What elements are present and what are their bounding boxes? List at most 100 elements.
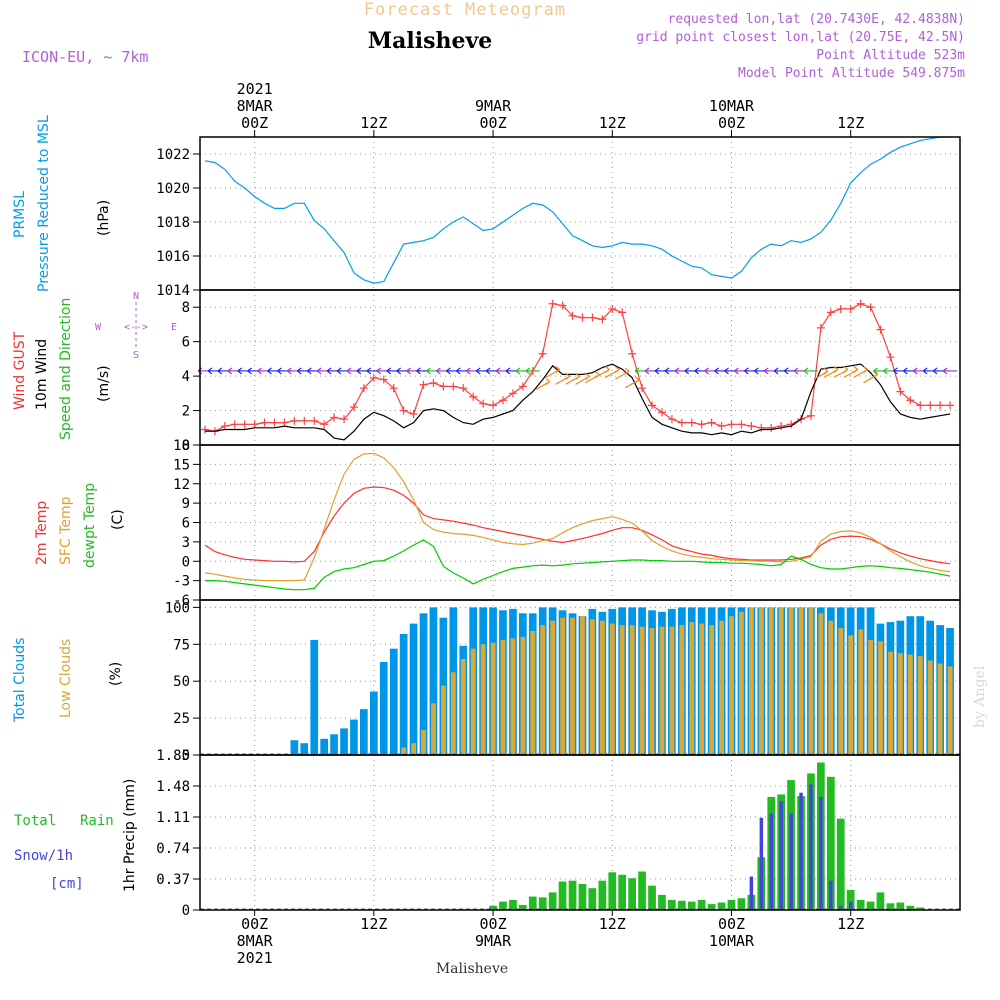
wind-gust-marker [866,303,875,312]
wind-gust-marker [439,382,448,391]
wind-ytick-label: 0 [182,438,190,454]
wind-gust-marker [727,420,736,429]
clouds-bar-0 [409,623,418,755]
clouds-bar-1 [699,623,705,755]
wind-direction-arrow [803,367,818,375]
precip-cm-label: [cm] [50,876,84,892]
top-time-label: 12Z [837,114,864,132]
clouds-bar-1 [739,611,744,755]
wind-gust-marker [946,401,955,410]
wind-gust-marker [757,423,766,432]
clouds-bar-1 [560,617,565,755]
bottom-time-label: 00Z [718,915,745,933]
clouds-bar-1 [659,626,665,755]
precip-unit: 1hr Precip (mm) [122,779,138,892]
precipitation-ytick-label: 1.48 [156,779,190,795]
wind-gust-marker [588,313,597,322]
wind-gust-marker [916,401,925,410]
clouds-bar-1 [778,607,784,755]
wind-gust-marker [558,301,567,310]
precipitation-bar-1 [789,813,793,910]
clouds-bar-1 [719,620,724,755]
wind-gust-marker [290,416,299,425]
clouds-bar-1 [540,625,546,755]
bottom-time-label: 9MAR [475,932,512,950]
temperature-ytick-label: 15 [173,457,190,473]
clouds-bar-1 [550,620,556,755]
precipitation-bar-0 [866,901,875,910]
clouds-low-label: Low Clouds [58,639,74,718]
precipitation-bar-1 [799,792,803,910]
wind-gust-marker [419,380,428,389]
top-time-label: 9MAR [475,97,512,115]
wind-gust-marker [826,308,835,317]
wind-gust-marker [618,308,627,317]
grid-point-coords: grid point closest lon,lat (20.75E, 42.5… [636,30,965,45]
wind-gust-marker [250,420,259,429]
wind-ytick-label: 6 [182,335,190,351]
wind-direction-arrow [813,367,829,380]
pressure-label-2: Pressure Reduced to MSL [36,115,52,292]
precipitation-panel: 0 0.37 0.74 1.11 1.48 1.85 [156,748,961,919]
wind-gust-marker [737,420,746,429]
pressure-frame [199,136,961,291]
precipitation-bar-1 [769,813,773,910]
temperature-line-2 [205,539,951,591]
precipitation-bar-0 [638,871,646,910]
clouds-bar-0 [350,719,358,755]
precipitation-bar-0 [598,880,607,910]
wind-gust-marker [359,384,368,393]
temperature-ytick-label: 9 [182,496,190,512]
clouds-bar-1 [669,626,675,755]
pressure-ytick-label: 1018 [156,215,190,231]
wind-gust-marker [508,389,517,398]
clouds-bar-1 [689,622,695,755]
precipitation-bar-0 [568,880,577,910]
wind-gust-marker [747,422,756,431]
temperature-ytick-label: 18 [173,438,190,454]
wind-panel: 0 2 4 6 8 [182,289,961,454]
point-altitude: Point Altitude 523m [816,48,965,63]
pressure-panel: 1014 1016 1018 1020 1022 [156,136,961,299]
clouds-bar-0 [340,728,348,755]
clouds-bar-1 [421,729,426,755]
bottom-time-label: 00Z [241,915,268,933]
wind-gust-marker [806,411,815,420]
wind-compass: N W E S <--> [95,291,177,361]
precipitation-bar-0 [658,894,666,910]
pressure-ytick-label: 1020 [156,181,190,197]
wind-direction-arrow [595,366,610,379]
pressure-unit: (hPa) [96,200,112,236]
precipitation-bar-0 [906,905,915,910]
clouds-bar-1 [510,638,516,755]
wind-gust-marker [667,415,676,424]
clouds-bar-1 [619,625,625,755]
clouds-bar-1 [411,743,416,755]
wind-gust-marker [836,304,845,313]
wind-gust-marker [886,353,895,362]
clouds-bar-1 [729,616,734,755]
wind-gust-marker [499,396,508,405]
wind-ytick-label: 8 [182,300,190,316]
clouds-bar-1 [401,747,407,755]
clouds-bar-1 [788,607,794,755]
precipitation-bar-0 [846,889,855,910]
precipitation-bar-0 [618,874,626,910]
wind-gust-marker [687,418,696,427]
clouds-bar-0 [379,662,388,755]
clouds-bar-0 [389,648,398,755]
footer-location: Malisheve [436,961,508,977]
requested-coords: requested lon,lat (20.7430E, 42.4838N) [668,12,965,27]
temp-2m-label: 2m Temp [34,501,50,565]
precipitation-bar-1 [839,905,843,910]
clouds-bar-1 [441,685,446,755]
pressure-ytick-label: 1016 [156,249,190,265]
wind-gust-marker [320,420,329,429]
precipitation-bar-0 [489,905,497,910]
precipitation-bar-0 [916,907,925,910]
wind-10m-label: 10m Wind [34,339,50,410]
clouds-bar-1 [828,620,834,755]
wind-gust-label: Wind GUST [12,331,28,410]
precipitation-bar-0 [608,872,617,910]
